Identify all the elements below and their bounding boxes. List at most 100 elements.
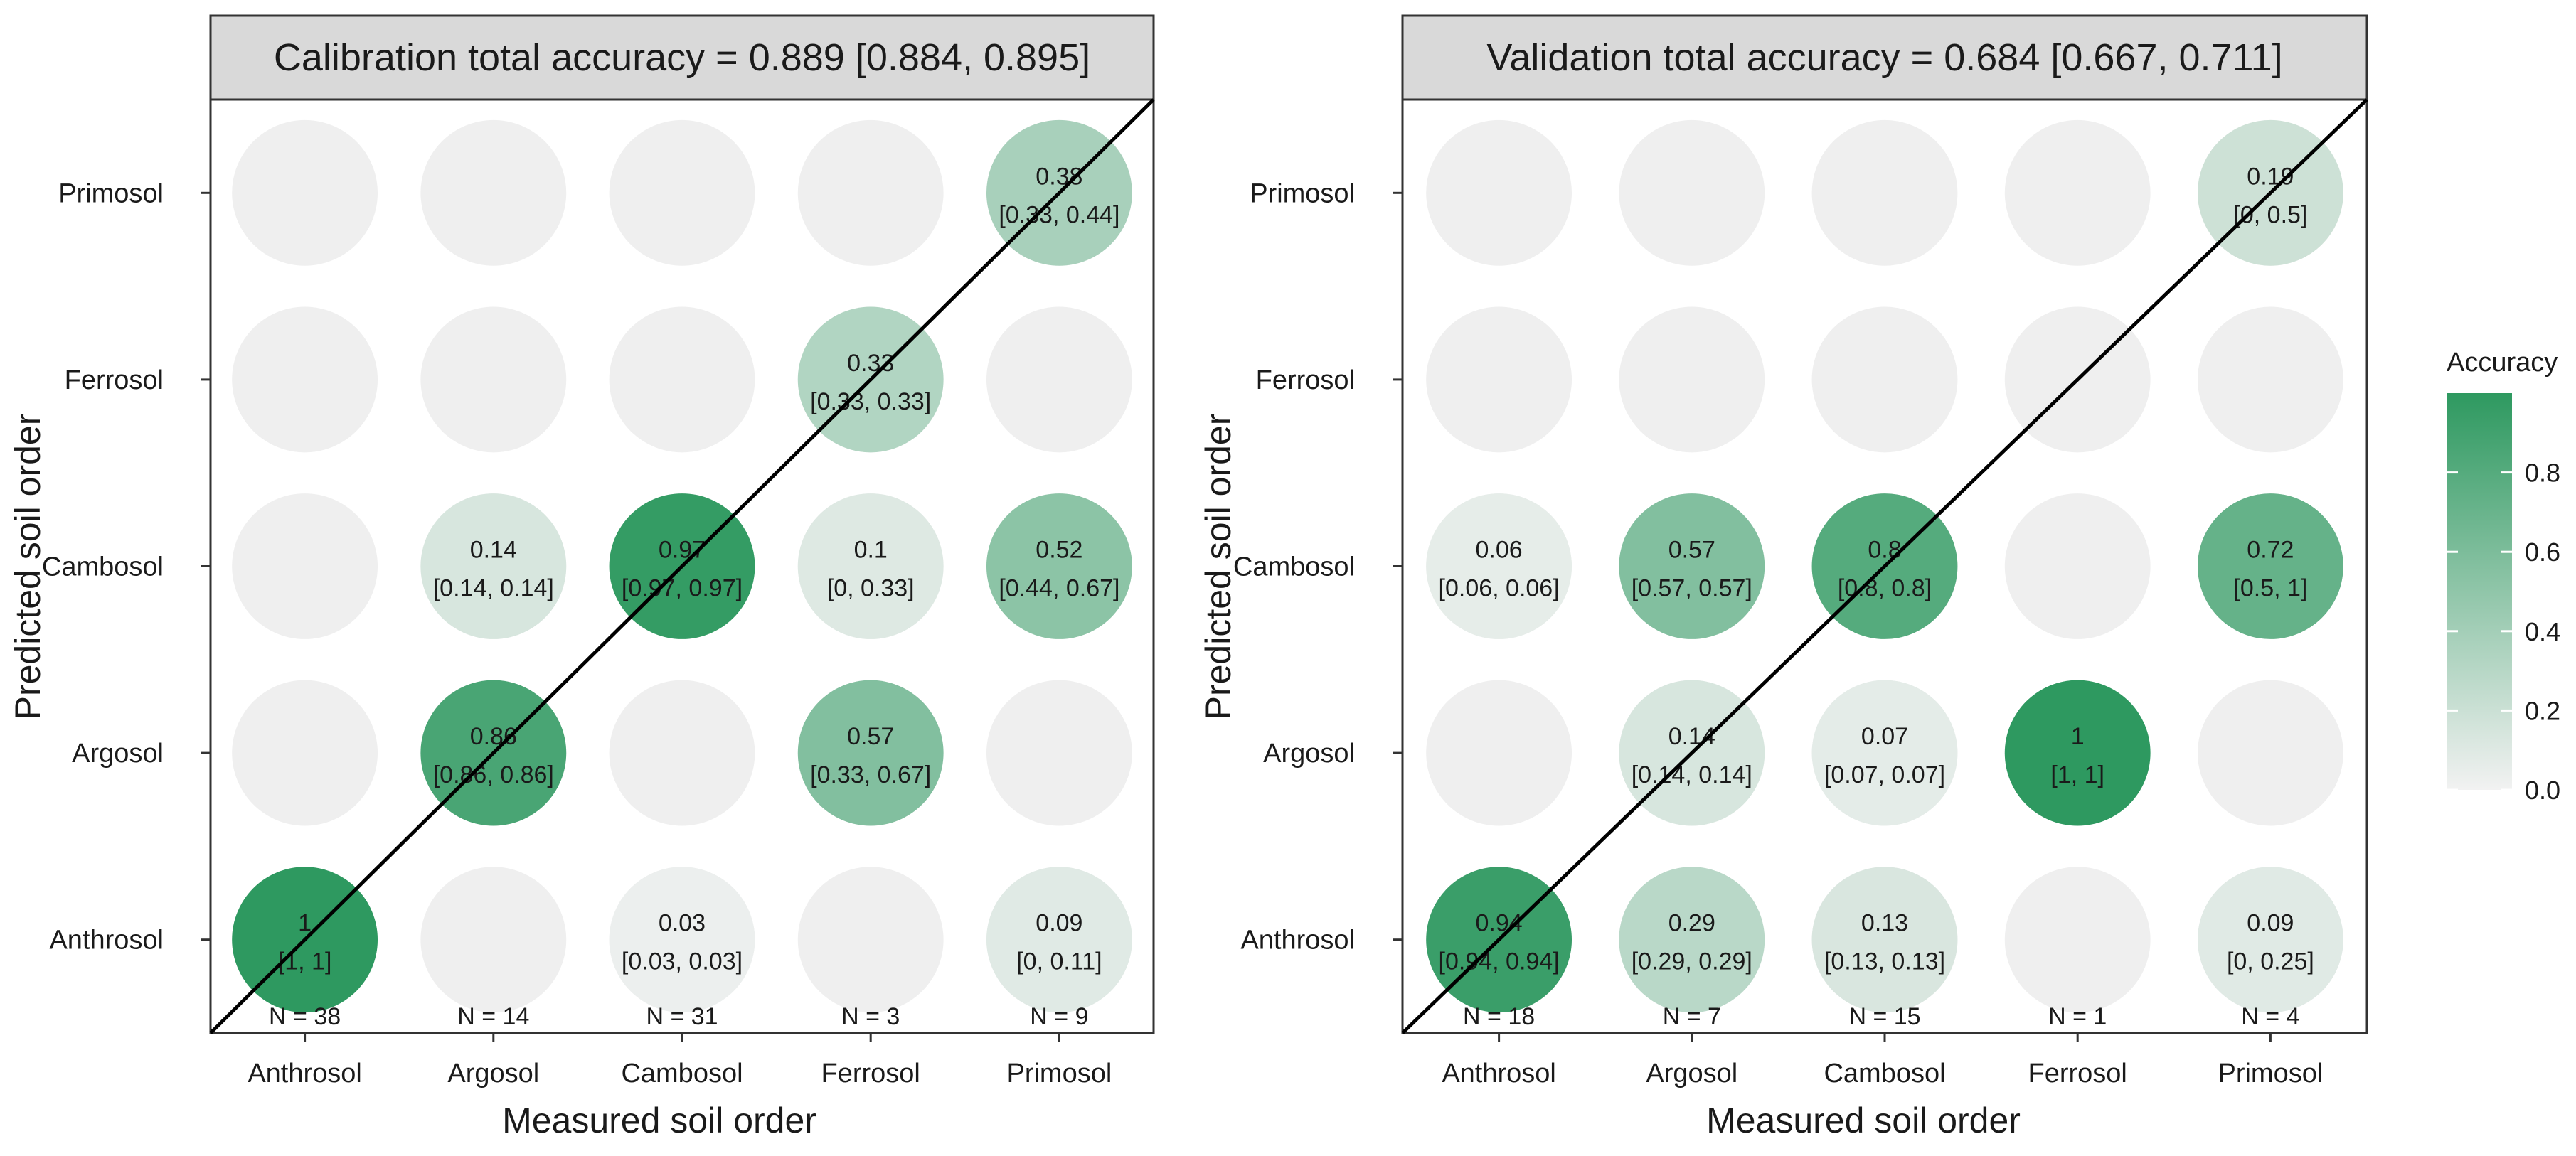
validation-y-axis-label: Predicted soil order [1198, 414, 1238, 720]
calibration-empty-cell-anthrosol-primosol [232, 119, 378, 266]
legend-title: Accuracy [2447, 348, 2558, 378]
calibration-cell-primosol-cambosol-value-label: 0.52 [1036, 537, 1082, 564]
validation-cell-ferrosol-argosol [2004, 680, 2151, 826]
calibration-panel: Calibration total accuracy = 0.889 [0.88… [8, 14, 1155, 1140]
calibration-y-tick-cambosol: Cambosol [42, 552, 164, 582]
calibration-cell-anthrosol-anthrosol-value-label: 1 [298, 910, 312, 937]
validation-cell-cambosol-anthrosol-value-label: 0.13 [1861, 910, 1908, 937]
validation-axis-ticks: N = 18 N = 7 N = 15 N = 1 N = 4 Anthrosol Argo… [1233, 178, 2323, 1088]
validation-empty-cell-cambosol-primosol [1811, 119, 1958, 266]
legend-tick-0-6: 0.6 [2525, 537, 2560, 567]
validation-n-label-anthrosol: N = 18 [1463, 1003, 1535, 1030]
validation-cell-cambosol-argosol-value-label: 0.07 [1861, 723, 1908, 750]
validation-n-label-ferrosol: N = 1 [2048, 1003, 2107, 1030]
validation-empty-cell-primosol-ferrosol [2197, 306, 2343, 453]
calibration-cell-ferrosol-cambosol-ci-label: [0, 0.33] [827, 575, 915, 602]
calibration-cell-cambosol-cambosol-ci-label: [0.97, 0.97] [622, 575, 743, 602]
validation-empty-cell-ferrosol-cambosol [2004, 493, 2151, 639]
calibration-cell-ferrosol-argosol-value-label: 0.57 [847, 723, 894, 750]
validation-n-label-cambosol: N = 15 [1848, 1003, 1920, 1030]
validation-n-label-primosol: N = 4 [2241, 1003, 2299, 1030]
validation-cell-argosol-anthrosol-value-label: 0.29 [1668, 910, 1715, 937]
validation-x-axis-label: Measured soil order [1706, 1101, 2021, 1140]
calibration-empty-cell-argosol-ferrosol [420, 306, 567, 453]
calibration-cell-argosol-cambosol [420, 493, 567, 639]
calibration-y-tick-anthrosol: Anthrosol [49, 926, 164, 956]
calibration-cell-primosol-anthrosol-ci-label: [0, 0.11] [1016, 948, 1102, 975]
validation-cell-primosol-primosol-ci-label: [0, 0.5] [2233, 201, 2307, 228]
validation-cell-anthrosol-cambosol-ci-label: [0.06, 0.06] [1439, 575, 1560, 602]
validation-empty-cell-argosol-primosol [1619, 119, 1765, 266]
calibration-x-tick-argosol: Argosol [447, 1059, 539, 1088]
legend-colorbar [2447, 393, 2512, 790]
calibration-cell-ferrosol-cambosol-value-label: 0.1 [854, 537, 888, 564]
calibration-axis-ticks: N = 38 N = 14 N = 31 N = 3 N = 9 Anthrosol Arg… [42, 178, 1112, 1088]
calibration-empty-cell-anthrosol-ferrosol [232, 306, 378, 453]
calibration-empty-cell-anthrosol-argosol [232, 680, 378, 826]
calibration-x-tick-cambosol: Cambosol [621, 1059, 743, 1088]
calibration-y-axis-label: Predicted soil order [8, 414, 48, 720]
calibration-y-tick-primosol: Primosol [58, 178, 164, 208]
calibration-cell-ferrosol-argosol-ci-label: [0.33, 0.67] [810, 761, 931, 788]
calibration-empty-cell-cambosol-argosol [609, 680, 755, 826]
calibration-cell-ferrosol-ferrosol-ci-label: [0.33, 0.33] [810, 388, 931, 415]
calibration-cells: 1[1, 1]0.86[0.86, 0.86]0.14[0.14, 0.14]0… [209, 98, 1155, 1034]
validation-empty-cell-anthrosol-argosol [1426, 680, 1572, 826]
validation-cell-primosol-anthrosol-ci-label: [0, 0.25] [2227, 948, 2314, 975]
validation-x-tick-anthrosol: Anthrosol [1442, 1059, 1556, 1088]
validation-cell-ferrosol-argosol-value-label: 1 [2071, 723, 2085, 750]
validation-n-label-argosol: N = 7 [1663, 1003, 1721, 1030]
calibration-x-tick-primosol: Primosol [1006, 1059, 1112, 1088]
calibration-cell-primosol-anthrosol [986, 867, 1132, 1013]
validation-cell-primosol-cambosol-ci-label: [0.5, 1] [2233, 575, 2307, 602]
validation-x-tick-argosol: Argosol [1646, 1059, 1737, 1088]
calibration-empty-cell-cambosol-primosol [609, 119, 755, 266]
calibration-cell-ferrosol-cambosol [797, 493, 944, 639]
validation-x-tick-ferrosol: Ferrosol [2028, 1059, 2127, 1088]
validation-cell-ferrosol-argosol-ci-label: [1, 1] [2050, 761, 2104, 788]
calibration-empty-cell-primosol-argosol [986, 680, 1132, 826]
calibration-empty-cell-ferrosol-anthrosol [797, 867, 944, 1013]
legend-tick-0-8: 0.8 [2525, 459, 2560, 488]
calibration-title: Calibration total accuracy = 0.889 [0.88… [274, 36, 1090, 79]
validation-x-tick-cambosol: Cambosol [1824, 1059, 1945, 1088]
validation-cell-cambosol-argosol [1811, 680, 1958, 826]
validation-cell-anthrosol-anthrosol-ci-label: [0.94, 0.94] [1439, 948, 1560, 975]
calibration-empty-cell-argosol-primosol [420, 119, 567, 266]
validation-empty-cell-anthrosol-ferrosol [1426, 306, 1572, 453]
calibration-x-tick-ferrosol: Ferrosol [821, 1059, 920, 1088]
validation-cell-primosol-cambosol-value-label: 0.72 [2247, 537, 2294, 564]
calibration-cell-primosol-anthrosol-value-label: 0.09 [1036, 910, 1082, 937]
calibration-cell-primosol-cambosol-ci-label: [0.44, 0.67] [999, 575, 1119, 602]
validation-y-tick-ferrosol: Ferrosol [1256, 365, 1355, 395]
calibration-cell-ferrosol-argosol [797, 680, 944, 826]
validation-x-tick-primosol: Primosol [2218, 1059, 2323, 1088]
calibration-x-tick-anthrosol: Anthrosol [248, 1059, 362, 1088]
validation-title: Validation total accuracy = 0.684 [0.667… [1486, 36, 2282, 79]
validation-empty-cell-ferrosol-anthrosol [2004, 867, 2151, 1013]
calibration-empty-cell-cambosol-ferrosol [609, 306, 755, 453]
validation-cell-primosol-cambosol [2197, 493, 2343, 639]
calibration-empty-cell-primosol-ferrosol [986, 306, 1132, 453]
calibration-diagonal-line [209, 98, 1155, 1034]
validation-cell-argosol-cambosol [1619, 493, 1765, 639]
validation-empty-cell-ferrosol-primosol [2004, 119, 2151, 266]
legend-tick-0-2: 0.2 [2525, 696, 2560, 725]
validation-y-tick-cambosol: Cambosol [1233, 552, 1355, 582]
calibration-title-strip [209, 14, 1155, 101]
legend-ticks: 0.0 0.2 0.4 0.6 0.8 [2447, 459, 2560, 805]
calibration-n-label-argosol: N = 14 [457, 1003, 529, 1030]
validation-cell-primosol-anthrosol [2197, 867, 2343, 1013]
validation-cell-argosol-cambosol-value-label: 0.57 [1668, 537, 1715, 564]
validation-empty-cell-argosol-ferrosol [1619, 306, 1765, 453]
calibration-cell-primosol-primosol-ci-label: [0.33, 0.44] [999, 201, 1119, 228]
validation-cell-argosol-cambosol-ci-label: [0.57, 0.57] [1632, 575, 1752, 602]
calibration-empty-cell-argosol-anthrosol [420, 867, 567, 1013]
validation-diagonal-line [1401, 98, 2368, 1034]
calibration-cell-cambosol-anthrosol-value-label: 0.03 [659, 910, 706, 937]
validation-cell-anthrosol-cambosol [1426, 493, 1572, 639]
calibration-cell-primosol-cambosol [986, 493, 1132, 639]
calibration-n-label-ferrosol: N = 3 [841, 1003, 900, 1030]
validation-y-tick-argosol: Argosol [1263, 739, 1355, 769]
